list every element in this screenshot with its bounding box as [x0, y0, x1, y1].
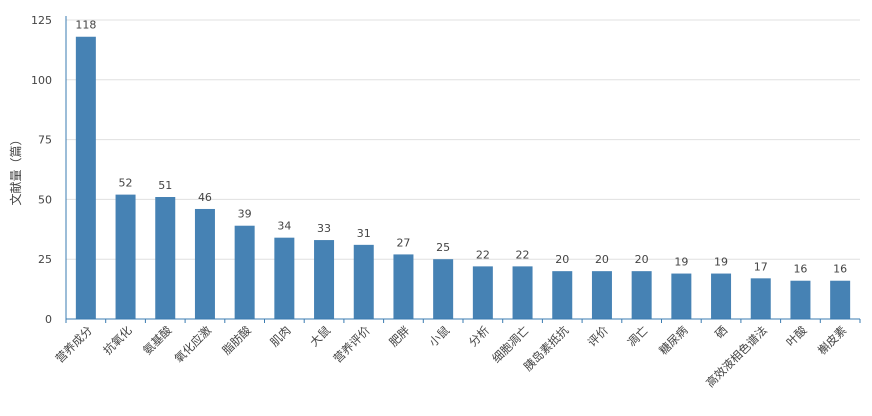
- x-tick-label: 糖尿病: [656, 323, 691, 358]
- bar[interactable]: [194, 208, 215, 319]
- y-tick-label: 0: [45, 313, 52, 326]
- x-tick-label: 叶酸: [783, 323, 810, 350]
- bar[interactable]: [711, 273, 732, 319]
- bar[interactable]: [75, 36, 96, 320]
- bar[interactable]: [790, 280, 811, 319]
- bar-value-label: 19: [674, 256, 688, 269]
- x-tick-label: 槲皮素: [815, 323, 849, 357]
- bar-value-label: 39: [238, 208, 252, 221]
- y-axis-label: 文献量（篇）: [8, 133, 23, 205]
- bar-value-label: 118: [75, 19, 96, 32]
- bar-value-label: 52: [119, 177, 133, 190]
- x-tick-label: 肥胖: [386, 323, 413, 350]
- bar[interactable]: [552, 271, 573, 319]
- y-tick-labels: 0 25 50 75 100 125: [31, 14, 52, 326]
- gridlines: [66, 19, 860, 260]
- bar-value-label: 51: [158, 179, 172, 192]
- x-tick-label: 营养评价: [330, 323, 373, 366]
- bar-value-label: 31: [357, 227, 371, 240]
- x-tick-label: 脂肪酸: [219, 323, 254, 358]
- bar-value-label: 16: [793, 263, 807, 276]
- bar-value-label: 27: [396, 236, 410, 249]
- bar-value-label: 20: [635, 253, 649, 266]
- x-tick-label: 营养成分: [53, 323, 96, 366]
- bar[interactable]: [115, 194, 136, 319]
- bar[interactable]: [393, 254, 414, 319]
- bar[interactable]: [433, 259, 454, 319]
- y-tick-label: 125: [31, 14, 52, 27]
- bar[interactable]: [353, 244, 374, 319]
- value-labels: 118 52 51 46 39 34 33 31 27 25 22 22 20 20 20 19 19 17 16 1…: [75, 19, 847, 276]
- x-tick-label: 氨基酸: [140, 323, 175, 358]
- bar-value-label: 33: [317, 222, 331, 235]
- x-tick-label: 抗氧化: [100, 323, 135, 358]
- y-tick-label: 100: [31, 74, 52, 87]
- bar-value-label: 22: [516, 248, 530, 261]
- bar[interactable]: [155, 197, 176, 319]
- bar[interactable]: [274, 237, 295, 319]
- x-tick-label: 肌肉: [267, 323, 293, 349]
- bar-value-label: 19: [714, 256, 728, 269]
- bar-value-label: 16: [833, 263, 847, 276]
- bar[interactable]: [512, 266, 533, 319]
- y-tick-label: 50: [38, 193, 52, 206]
- y-tick-label: 75: [38, 134, 52, 147]
- x-tick-label: 评价: [585, 323, 612, 350]
- bar[interactable]: [591, 271, 612, 319]
- bar[interactable]: [314, 240, 335, 319]
- x-tick-label: 凋亡: [625, 323, 651, 349]
- y-tick-label: 25: [38, 253, 52, 266]
- bar-value-label: 22: [476, 248, 490, 261]
- bar[interactable]: [472, 266, 493, 319]
- bar[interactable]: [830, 280, 851, 319]
- bar[interactable]: [631, 271, 652, 319]
- bar[interactable]: [671, 273, 692, 319]
- x-tick-label: 硒: [712, 323, 730, 341]
- x-tick-label: 大鼠: [307, 323, 334, 350]
- bar-value-label: 25: [436, 241, 450, 254]
- axes: [65, 16, 861, 323]
- x-tick-label: 分析: [466, 323, 492, 349]
- x-tick-label: 氧化应激: [172, 323, 215, 366]
- bars-group: [75, 36, 851, 320]
- bar-value-label: 34: [277, 220, 291, 233]
- bar-value-label: 17: [754, 260, 768, 273]
- x-tick-label: 小鼠: [426, 323, 453, 350]
- bar[interactable]: [750, 278, 771, 319]
- bar-value-label: 20: [555, 253, 569, 266]
- bar-value-label: 46: [198, 191, 212, 204]
- bar-value-label: 20: [595, 253, 609, 266]
- bar[interactable]: [234, 225, 255, 319]
